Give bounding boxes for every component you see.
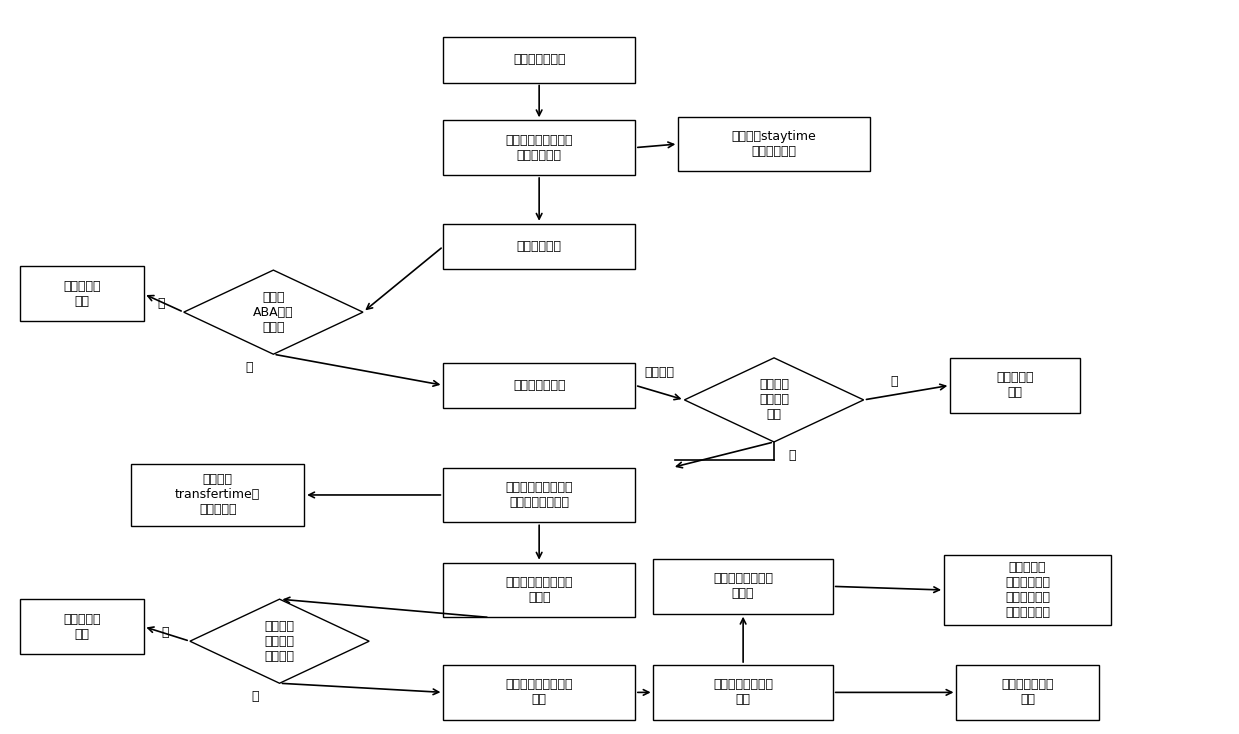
Text: 提取研究数据集: 提取研究数据集	[513, 54, 565, 66]
Text: 输入阈值: 输入阈值	[644, 366, 675, 379]
FancyBboxPatch shape	[444, 665, 634, 720]
Text: 剔除该信令
数据: 剔除该信令 数据	[63, 613, 100, 641]
Text: 剔除该信令
数据: 剔除该信令 数据	[996, 371, 1033, 399]
Text: 计算动态阈值识别有
效出行: 计算动态阈值识别有 效出行	[506, 576, 572, 604]
FancyBboxPatch shape	[444, 37, 634, 82]
Polygon shape	[183, 270, 363, 355]
Text: 是: 是	[252, 690, 259, 703]
FancyBboxPatch shape	[444, 562, 634, 617]
Text: 转移时间
是否大于
动态阈值: 转移时间 是否大于 动态阈值	[265, 619, 295, 663]
Text: 每日出行量
早高峰出行量
晚高峰出行量
每小时出行量: 每日出行量 早高峰出行量 晚高峰出行量 每小时出行量	[1005, 561, 1049, 619]
Text: 有效停留点识别: 有效停留点识别	[513, 379, 565, 392]
Polygon shape	[684, 358, 864, 442]
Polygon shape	[190, 599, 369, 683]
FancyBboxPatch shape	[131, 464, 305, 526]
FancyBboxPatch shape	[653, 559, 833, 614]
Text: 是否为
ABA型信
令数据: 是否为 ABA型信 令数据	[253, 291, 294, 334]
Text: 否: 否	[161, 626, 169, 639]
FancyBboxPatch shape	[20, 599, 144, 654]
FancyBboxPatch shape	[444, 468, 634, 523]
Text: 新增字段
transfertime保
存转移时间: 新增字段 transfertime保 存转移时间	[175, 473, 260, 517]
Text: 是: 是	[157, 297, 165, 310]
FancyBboxPatch shape	[653, 665, 833, 720]
Text: 不同空间尺度进行
统计: 不同空间尺度进行 统计	[714, 678, 773, 706]
Text: 基于基站进行出行量
统计: 基于基站进行出行量 统计	[506, 678, 572, 706]
Text: 是: 是	[789, 448, 797, 462]
Text: 计算出行者在各个基
站的停留时间: 计算出行者在各个基 站的停留时间	[506, 134, 572, 161]
Text: 行政区、街道、
社区: 行政区、街道、 社区	[1001, 678, 1053, 706]
Text: 剔除该信令
数据: 剔除该信令 数据	[63, 280, 100, 308]
Text: 不同时间尺度出行
量统计: 不同时间尺度出行 量统计	[714, 573, 773, 600]
FancyBboxPatch shape	[444, 120, 634, 175]
FancyBboxPatch shape	[20, 266, 144, 321]
FancyBboxPatch shape	[944, 556, 1111, 625]
FancyBboxPatch shape	[444, 224, 634, 269]
Text: 停留时间
是否大于
阈值: 停留时间 是否大于 阈值	[760, 379, 789, 421]
FancyBboxPatch shape	[678, 117, 870, 172]
Text: 计算出行者在两个基
站之间的转移时间: 计算出行者在两个基 站之间的转移时间	[506, 481, 572, 509]
FancyBboxPatch shape	[957, 665, 1099, 720]
FancyBboxPatch shape	[444, 363, 634, 408]
Text: 否: 否	[891, 375, 898, 388]
Text: 识别乒乓数据: 识别乒乓数据	[517, 240, 561, 252]
FancyBboxPatch shape	[950, 358, 1080, 413]
Text: 否: 否	[245, 361, 253, 374]
Text: 新增字段staytime
保存停留时间: 新增字段staytime 保存停留时间	[732, 130, 817, 158]
